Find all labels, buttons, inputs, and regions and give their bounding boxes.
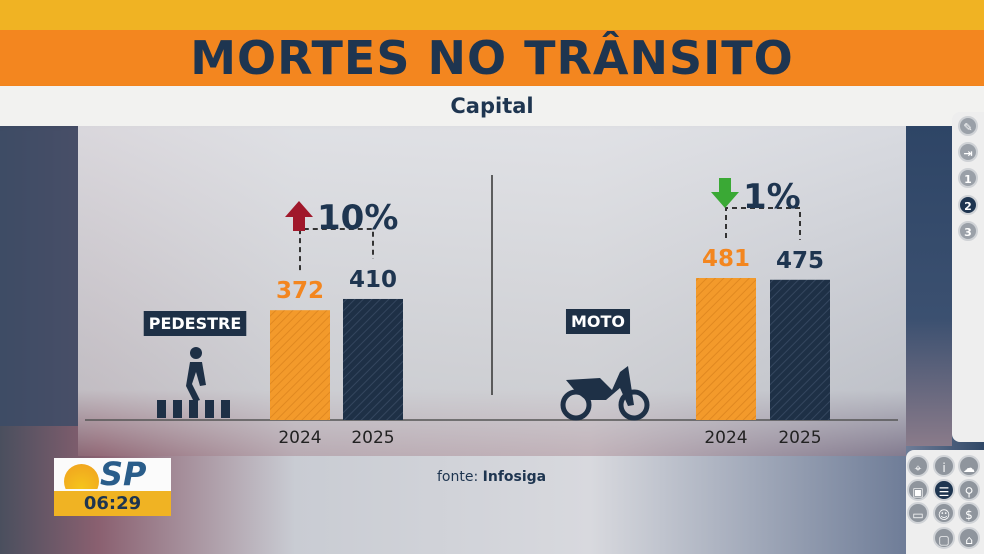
wheel-front xyxy=(618,389,650,421)
clock: 06:29 xyxy=(54,491,171,516)
tick-label: 2025 xyxy=(351,428,394,448)
tick-label: 2025 xyxy=(778,428,821,448)
bar-2024 xyxy=(696,278,756,420)
page-3-button[interactable]: 3 xyxy=(958,221,978,241)
source-name: Infosiga xyxy=(482,469,547,485)
subtitle: Capital xyxy=(450,94,534,118)
money-icon[interactable]: ▭ xyxy=(907,502,929,524)
data-label: 481 xyxy=(702,246,750,272)
sun-icon xyxy=(64,464,99,489)
camera-icon[interactable]: ⌖ xyxy=(907,455,929,477)
category-label: MOTO xyxy=(571,312,625,331)
change-bracket xyxy=(299,227,374,271)
subtitle-bar: Capital xyxy=(0,86,984,126)
pedestrian-crossing-icon xyxy=(157,347,230,418)
sp-logo: SP xyxy=(54,455,171,493)
background-left xyxy=(0,126,78,426)
category-label-box xyxy=(565,309,631,334)
change-label: 1% xyxy=(743,177,801,217)
source-note: fonte: Infosiga xyxy=(437,469,546,485)
crosswalk-stripe xyxy=(157,400,166,418)
cloud-icon[interactable]: ☁ xyxy=(958,455,980,477)
data-label: 475 xyxy=(776,248,824,274)
background-right xyxy=(906,126,952,446)
tick-label: 2024 xyxy=(704,428,747,448)
category-label-box xyxy=(143,311,247,336)
bus-icon[interactable]: ▣ xyxy=(907,479,929,501)
tick-label: 2024 xyxy=(278,428,321,448)
change-bracket xyxy=(725,207,801,240)
data-label: 410 xyxy=(349,267,397,293)
crosswalk-stripe xyxy=(189,400,198,418)
crosswalk-stripe xyxy=(221,400,230,418)
crosswalk-stripe xyxy=(205,400,214,418)
crosswalk-stripe xyxy=(173,400,182,418)
category-label: PEDESTRE xyxy=(149,314,242,333)
exit-icon[interactable]: ⇥ xyxy=(958,142,978,162)
bar-2025 xyxy=(343,298,403,420)
dollar-icon[interactable]: $ xyxy=(958,502,980,524)
runner-icon[interactable]: ⚲ xyxy=(958,479,980,501)
bar-2025 xyxy=(770,279,830,420)
sp-logo-text: SP xyxy=(100,455,147,493)
arrow-down-icon xyxy=(711,178,739,208)
page-title: MORTES NO TRÂNSITO xyxy=(190,31,794,85)
list-icon[interactable]: ☰ xyxy=(933,479,955,501)
info-icon[interactable]: i xyxy=(933,455,955,477)
program-badge: SP 06:29 xyxy=(54,455,171,516)
theater-icon[interactable]: ☺ xyxy=(933,502,955,524)
change-label: 10% xyxy=(317,198,398,238)
data-label: 372 xyxy=(276,278,324,304)
title-bar: MORTES NO TRÂNSITO xyxy=(0,30,984,86)
source-prefix: fonte: xyxy=(437,469,479,485)
body xyxy=(186,362,206,402)
bar-2024 xyxy=(270,310,330,420)
frame xyxy=(566,366,634,406)
arrow-up-icon xyxy=(285,200,313,231)
pencil-icon[interactable]: ✎ xyxy=(958,116,978,136)
page-2-button[interactable]: 2 xyxy=(958,195,978,215)
home-icon[interactable]: ⌂ xyxy=(958,527,980,549)
page-1-button[interactable]: 1 xyxy=(958,168,978,188)
chat-icon[interactable]: ▢ xyxy=(933,527,955,549)
motorcycle-icon xyxy=(560,366,650,421)
head xyxy=(190,347,202,359)
top-stripe xyxy=(0,0,984,30)
side-menu xyxy=(952,112,984,442)
